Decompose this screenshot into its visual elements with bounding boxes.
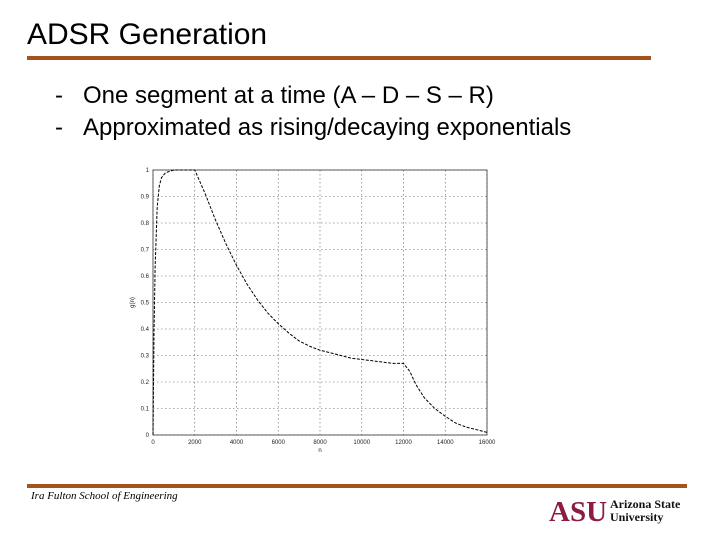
slide-title: ADSR Generation — [27, 18, 268, 51]
footer-text: Ira Fulton School of Engineering — [31, 490, 178, 502]
asu-logo-mark: ASU — [549, 496, 607, 524]
bullet-text: One segment at a time (A – D – S – R) — [83, 82, 494, 109]
university-name-line2: University — [610, 510, 664, 524]
y-tick-label: 0.5 — [141, 301, 150, 307]
title-underline — [27, 56, 651, 60]
bullet-text: Approximated as rising/decaying exponent… — [83, 114, 572, 141]
x-tick-label: 12000 — [395, 440, 412, 446]
university-name-line1: Arizona State — [610, 497, 681, 511]
x-tick-label: 8000 — [313, 440, 327, 446]
y-tick-label: 0.3 — [141, 354, 150, 360]
x-tick-label: 2000 — [188, 440, 202, 446]
y-tick-label: 0.9 — [141, 195, 150, 201]
x-tick-label: 14000 — [437, 440, 454, 446]
x-tick-label: 6000 — [272, 440, 286, 446]
y-tick-label: 0.1 — [141, 407, 150, 413]
y-tick-label: 1 — [146, 168, 150, 174]
footer-rule — [27, 484, 687, 488]
y-tick-label: 0.4 — [141, 327, 150, 333]
bullet-dash: - — [55, 114, 63, 141]
asu-logo: ASU — [549, 496, 607, 524]
y-tick-label: 0.8 — [141, 221, 150, 227]
bullet-dash: - — [55, 82, 63, 109]
x-tick-label: 4000 — [230, 440, 244, 446]
x-tick-label: 16000 — [479, 440, 496, 446]
y-tick-label: 0.7 — [141, 248, 150, 254]
y-axis-label: g(n) — [130, 297, 136, 308]
y-tick-label: 0 — [146, 433, 150, 439]
bullet-item: - One segment at a time (A – D – S – R) — [55, 80, 571, 112]
plot-frame — [152, 169, 488, 436]
x-axis-label: n — [318, 448, 321, 454]
bullet-item: - Approximated as rising/decaying expone… — [55, 112, 571, 144]
adsr-envelope-chart: 0 2000 4000 6000 8000 10000 12000 14000 16000 0 0.… — [130, 168, 496, 454]
y-tick-label: 0.2 — [141, 380, 150, 386]
university-name: Arizona State University — [610, 498, 680, 524]
envelope-line — [152, 169, 488, 436]
x-tick-label: 0 — [151, 440, 155, 446]
y-tick-label: 0.6 — [141, 274, 150, 280]
bullet-list: - One segment at a time (A – D – S – R) … — [55, 80, 571, 144]
x-tick-label: 10000 — [353, 440, 370, 446]
